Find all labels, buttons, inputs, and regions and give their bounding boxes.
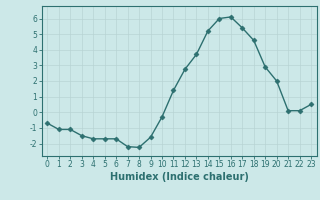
X-axis label: Humidex (Indice chaleur): Humidex (Indice chaleur)	[110, 172, 249, 182]
